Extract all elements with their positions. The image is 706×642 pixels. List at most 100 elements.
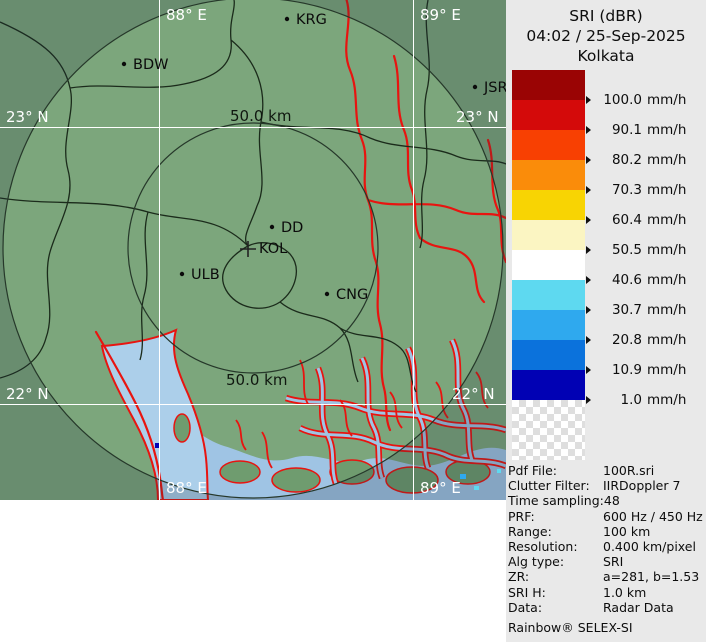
- meta-row-value: 48: [603, 493, 620, 509]
- legend-label-90.1: 90.1 mm/h: [586, 122, 686, 138]
- city-dot-krg: [284, 16, 290, 22]
- legend-tick-arrow-icon: [586, 156, 591, 164]
- legend-label-70.3: 70.3 mm/h: [586, 182, 686, 198]
- city-dot-dd: [269, 224, 275, 230]
- city-label-kol: KOL: [259, 241, 287, 257]
- legend-band-no-data: [512, 400, 585, 460]
- meta-row-value: Radar Data: [603, 599, 674, 615]
- legend-band-10.9: [512, 340, 585, 370]
- metadata-rows: Pdf File: 100R.sri Clutter Filter: IIRDoppl…: [508, 463, 704, 615]
- legend-band-1.0: [512, 370, 585, 400]
- map-outside-range-shade: [0, 0, 506, 500]
- city-label-ulb: ULB: [191, 267, 220, 283]
- map-svg: 88° E 89° E 88° E 89° E 23° N 23° N 22° …: [0, 0, 506, 500]
- lat-label-23n-right: 23° N: [456, 108, 499, 126]
- lon-label-89e-top: 89° E: [420, 6, 461, 24]
- meta-row-value: a=281, b=1.53: [603, 569, 700, 585]
- meta-row-label: Resolution:: [508, 539, 578, 555]
- radar-map: 88° E 89° E 88° E 89° E 23° N 23° N 22° …: [0, 0, 506, 500]
- lat-label-22n-right: 22° N: [452, 385, 495, 403]
- map-rivers: [94, 0, 506, 500]
- legend-band-80.2: [512, 130, 585, 160]
- meta-row: Alg type: SRI: [508, 554, 704, 569]
- city-dot-ulb: [179, 271, 185, 277]
- meta-row-value: SRI: [603, 554, 624, 570]
- meta-row-label: Clutter Filter:: [508, 478, 590, 494]
- software-brand-label: Rainbow® SELEX-SI: [508, 620, 633, 636]
- meta-row-label: Range:: [508, 523, 552, 539]
- legend-label-80.2: 80.2 mm/h: [586, 152, 686, 168]
- legend-colorbar: [512, 70, 585, 460]
- meta-row-label: ZR:: [508, 569, 530, 585]
- city-label-jsr: JSR: [483, 80, 506, 96]
- legend-tick-arrow-icon: [586, 276, 591, 284]
- meta-row: Range: 100 km: [508, 524, 704, 539]
- legend-label-100.0: 100.0 mm/h: [586, 92, 686, 108]
- meta-row: Resolution: 0.400 km/pixel: [508, 539, 704, 554]
- legend-tick-arrow-icon: [586, 246, 591, 254]
- legend-band-90.1: [512, 100, 585, 130]
- legend-label-50.5: 50.5 mm/h: [586, 242, 686, 258]
- legend-band-30.7: [512, 280, 585, 310]
- meta-row-label: PRF:: [508, 508, 535, 524]
- meta-row-value: 1.0 km: [603, 584, 647, 600]
- meta-row-label: Time sampling:: [508, 493, 604, 509]
- legend-tick-arrow-icon: [586, 336, 591, 344]
- meta-row-value: 100 km: [603, 523, 651, 539]
- lon-label-89e-bottom: 89° E: [420, 479, 461, 497]
- legend-tick-arrow-icon: [586, 186, 591, 194]
- legend-band-20.8: [512, 310, 585, 340]
- meta-row: SRI H: 1.0 km: [508, 585, 704, 600]
- meta-row-label: Data:: [508, 599, 543, 615]
- map-estuary-water: [100, 328, 210, 500]
- meta-row: PRF: 600 Hz / 450 Hz: [508, 509, 704, 524]
- meta-row-value: 100R.sri: [603, 463, 655, 478]
- legend-label-40.6: 40.6 mm/h: [586, 272, 686, 288]
- legend-band-60.4: [512, 190, 585, 220]
- legend-tick-arrow-icon: [586, 396, 591, 404]
- legend-labels: 100.0 mm/h 90.1 mm/h 80.2 mm/h 70.3 mm/h 60.4 mm/…: [506, 70, 706, 470]
- legend-label-10.9: 10.9 mm/h: [586, 362, 686, 378]
- meta-row: Time sampling: 48: [508, 493, 704, 508]
- meta-row: Pdf File: 100R.sri: [508, 463, 704, 478]
- meta-row: Data: Radar Data: [508, 600, 704, 615]
- meta-row: ZR: a=281, b=1.53: [508, 569, 704, 584]
- product-title: SRI (dBR): [569, 7, 643, 25]
- legend-tick-arrow-icon: [586, 96, 591, 104]
- map-islands: [173, 413, 491, 494]
- legend-tick-arrow-icon: [586, 306, 591, 314]
- meta-row-value: 600 Hz / 450 Hz: [603, 508, 703, 524]
- legend-tick-arrow-icon: [586, 216, 591, 224]
- legend-label-1.0: 1.0 mm/h: [586, 392, 686, 408]
- map-creeks: [235, 359, 489, 469]
- meta-row-label: Alg type:: [508, 554, 565, 570]
- radar-site-cross-icon: [240, 241, 256, 257]
- meta-row-value: 0.400 km/pixel: [603, 539, 696, 555]
- range-ring-100km: [2, 0, 504, 499]
- meta-row-value: IIRDoppler 7: [603, 478, 681, 494]
- lat-label-22n-left: 22° N: [6, 385, 49, 403]
- city-label-cng: CNG: [336, 287, 368, 303]
- range-ring-50km: [127, 122, 379, 374]
- city-markers: [121, 16, 478, 297]
- meta-row-label: SRI H:: [508, 584, 546, 600]
- radar-site-name: Kolkata: [577, 47, 635, 65]
- lon-label-88e-top: 88° E: [166, 6, 207, 24]
- legend-tick-arrow-icon: [586, 126, 591, 134]
- city-label-krg: KRG: [296, 12, 327, 28]
- info-panel: SRI (dBR) 04:02 / 25-Sep-2025 Kolkata 10…: [506, 0, 706, 642]
- meta-row: Clutter Filter: IIRDoppler 7: [508, 478, 704, 493]
- city-dot-cng: [324, 291, 330, 297]
- radar-echo-pixels: [155, 443, 501, 490]
- meta-row-label: Pdf File:: [508, 463, 557, 478]
- map-district-boundaries: [0, 0, 506, 393]
- map-graticule: [0, 0, 506, 500]
- panel-header: SRI (dBR) 04:02 / 25-Sep-2025 Kolkata: [506, 0, 706, 66]
- lon-label-88e-bottom: 88° E: [166, 479, 207, 497]
- legend-label-60.4: 60.4 mm/h: [586, 212, 686, 228]
- city-label-dd: DD: [281, 220, 303, 236]
- lat-label-23n-left: 23° N: [6, 108, 49, 126]
- legend-band-50.5: [512, 220, 585, 250]
- city-dot-jsr: [472, 84, 478, 90]
